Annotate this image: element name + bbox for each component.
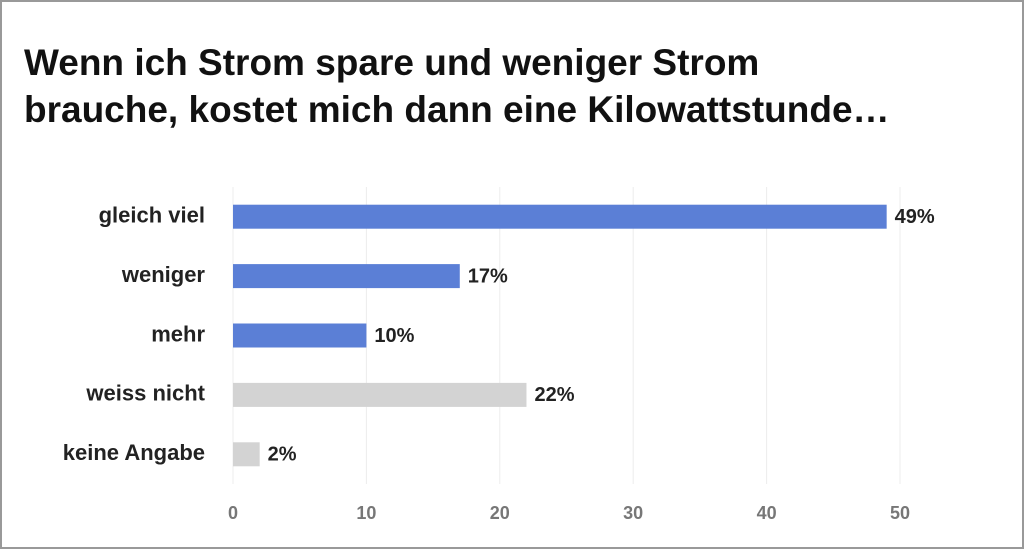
x-tick-label: 30: [623, 503, 643, 523]
y-tick-label: gleich viel: [99, 203, 205, 228]
bar: [233, 382, 527, 407]
value-label: 2%: [268, 444, 297, 466]
y-tick-label: keine Angabe: [63, 440, 205, 465]
value-label: 22%: [534, 384, 574, 406]
chart-title-line: brauche, kostet mich dann eine Kilowatts…: [24, 89, 890, 130]
x-tick-label: 10: [356, 503, 376, 523]
y-tick-label: weniger: [121, 262, 206, 287]
bar: [233, 204, 887, 229]
chart-title-line: Wenn ich Strom spare und weniger Strom: [24, 42, 759, 83]
y-tick-label: weiss nicht: [85, 381, 205, 406]
value-label: 49%: [895, 206, 935, 228]
value-label: 17%: [468, 265, 508, 287]
bar: [233, 442, 260, 467]
y-tick-label: mehr: [151, 321, 205, 346]
x-tick-label: 20: [490, 503, 510, 523]
bar: [233, 323, 367, 348]
x-tick-label: 50: [890, 503, 910, 523]
x-tick-label: 0: [228, 503, 238, 523]
x-tick-label: 40: [757, 503, 777, 523]
value-label: 10%: [374, 325, 414, 347]
bar: [233, 264, 460, 289]
